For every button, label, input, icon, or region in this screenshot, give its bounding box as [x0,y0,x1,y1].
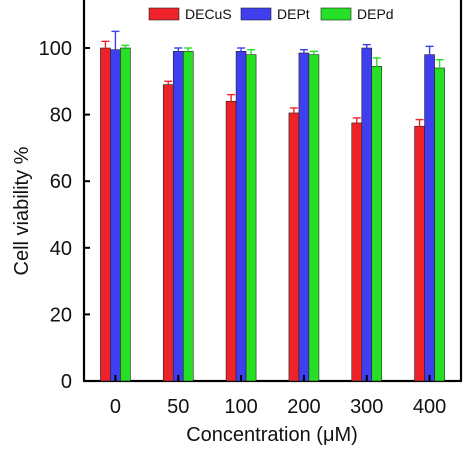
bar-decus-300 [351,122,363,382]
bar-decus-100 [225,100,237,382]
bar-depd-100 [245,54,257,382]
bar-depd-300 [371,66,383,382]
bar-depd-200 [308,54,320,382]
bar-decus-0 [100,47,111,382]
bar-dept-50 [172,51,184,382]
bar-depd-400 [434,67,445,382]
bar-depd-0 [120,47,131,382]
y-tick-label: 20 [50,304,72,326]
y-axis-title: Cell viability % [11,146,33,275]
x-tick-label: 100 [224,396,257,418]
x-tick-label: 300 [350,396,383,418]
y-tick-label: 0 [61,371,72,393]
x-tick-label: 200 [287,396,320,418]
bars-layer [100,30,445,382]
x-tick-label: 0 [110,396,121,418]
bar-dept-300 [361,47,373,382]
legend-swatch-decus [148,7,180,21]
x-tick-label: 400 [413,396,446,418]
y-tick-label: 100 [39,38,72,60]
legend: DECuS DEPt DEPd [148,6,394,22]
bar-depd-50 [182,51,194,382]
bar-dept-0 [110,49,121,382]
y-tick-label: 40 [50,238,72,260]
legend-label-depd: DEPd [357,6,394,22]
legend-label-decus: DECuS [185,6,232,22]
bar-dept-400 [424,54,435,382]
x-axis-title: Concentration (μM) [186,424,358,446]
bar-dept-200 [298,52,310,382]
bar-decus-200 [288,112,300,382]
y-tick-label: 60 [50,171,72,193]
y-axis: 0 20 40 60 80 100 [39,38,90,393]
bar-dept-100 [235,51,247,382]
x-axis: 0 50 100 200 300 400 [110,375,446,418]
x-tick-label: 50 [167,396,189,418]
bar-decus-50 [162,84,174,382]
plot-frame [82,0,463,383]
legend-swatch-dept [240,7,272,21]
legend-swatch-depd [320,7,352,21]
legend-label-dept: DEPt [277,6,310,22]
y-tick-label: 80 [50,105,72,127]
bar-decus-400 [414,125,425,382]
